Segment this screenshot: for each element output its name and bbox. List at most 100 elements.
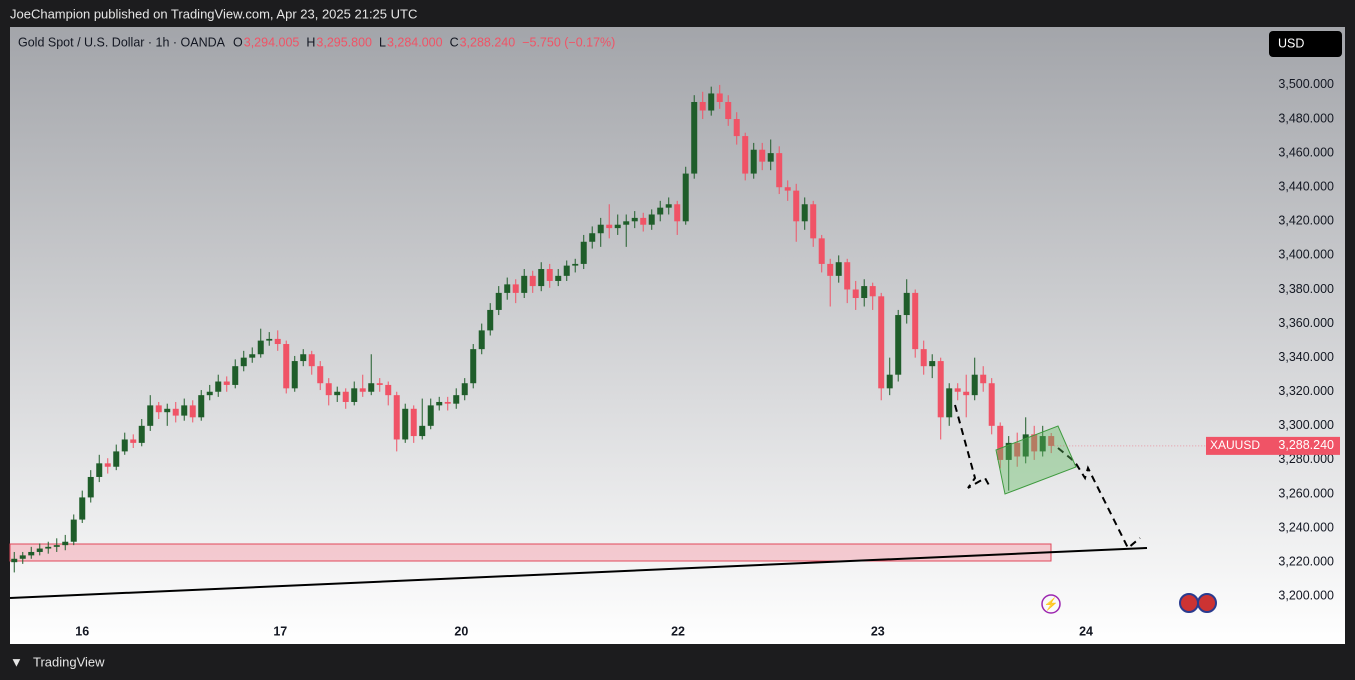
event-icon[interactable]	[1179, 593, 1199, 613]
candle-body	[920, 349, 927, 367]
y-tick-label: 3,280.000	[1278, 452, 1334, 466]
brand: TradingView	[33, 654, 105, 669]
candle-body	[96, 463, 103, 477]
attribution: JoeChampion published on TradingView.com…	[10, 6, 417, 21]
candle-body	[776, 153, 783, 188]
candle-body	[70, 519, 77, 542]
candle-body	[487, 309, 494, 331]
candle-body	[325, 383, 332, 396]
candle-body	[895, 315, 902, 375]
candle-body	[104, 463, 111, 467]
candle-body	[852, 289, 859, 299]
candle-body	[232, 366, 239, 385]
legend-change: −5.750 (−0.17%)	[522, 35, 615, 49]
candle-body	[368, 383, 375, 392]
candle-body	[11, 558, 18, 563]
candle-body	[470, 349, 477, 384]
candle-body	[155, 405, 162, 413]
candle-body	[453, 395, 460, 404]
candle-body	[512, 284, 519, 293]
legend-value: 3,295.800	[316, 35, 372, 49]
candle-body	[172, 408, 179, 416]
candle-body	[334, 391, 341, 396]
legend-value: 3,288.240	[460, 35, 516, 49]
candle-body	[1005, 442, 1012, 460]
candle-body	[461, 383, 468, 396]
candle-body	[385, 384, 392, 396]
candle-body	[538, 269, 545, 287]
candle-body	[444, 401, 451, 404]
legend-key: C	[450, 35, 459, 49]
candle-body	[317, 366, 324, 384]
candle-body	[971, 374, 978, 396]
candle-body	[291, 361, 298, 389]
candle-body	[402, 408, 409, 440]
candle-body	[342, 391, 349, 402]
candle-body	[215, 381, 222, 392]
candle-body	[903, 292, 910, 316]
candle-body	[1014, 442, 1021, 457]
x-tick-label: 22	[671, 624, 685, 638]
y-tick-label: 3,500.000	[1278, 77, 1334, 91]
candle-body	[861, 286, 868, 299]
candle-body	[886, 374, 893, 389]
candle-body	[36, 548, 43, 552]
candle-body	[657, 207, 664, 215]
candle-body	[189, 405, 196, 418]
candle-body	[563, 265, 570, 276]
event-icon-glyph: ⚡	[1044, 597, 1059, 611]
candle-body	[793, 190, 800, 222]
candle-body	[733, 119, 740, 137]
candle-body	[1039, 436, 1046, 452]
projection-dash	[1057, 447, 1141, 550]
candle-body	[1048, 436, 1055, 446]
candle-body	[351, 388, 358, 402]
symbol-title: Gold Spot / U.S. Dollar · 1h · OANDA	[18, 35, 226, 49]
candle-body	[725, 101, 732, 120]
candle-body	[147, 405, 154, 426]
candle-body	[742, 136, 749, 174]
candle-body	[274, 338, 281, 345]
candle-body	[376, 383, 383, 385]
candle-body	[300, 354, 307, 362]
flag-pattern	[995, 425, 1077, 495]
candle-body	[912, 292, 919, 350]
currency-label: USD	[1278, 36, 1304, 50]
candle-body	[844, 262, 851, 290]
candle-body	[988, 383, 995, 426]
candle-body	[478, 330, 485, 350]
plot-area	[9, 84, 1148, 599]
event-icon[interactable]	[1041, 594, 1061, 614]
candle-body	[266, 338, 273, 341]
candle-body	[580, 241, 587, 264]
candle-body	[436, 401, 443, 406]
brand-logo: ▼	[10, 654, 23, 669]
candle-body	[521, 275, 528, 293]
candle-body	[614, 224, 621, 229]
y-tick-label: 3,380.000	[1278, 282, 1334, 296]
y-tick-label: 3,320.000	[1278, 384, 1334, 398]
candle-body	[937, 361, 944, 418]
candle-body	[954, 388, 961, 392]
y-tick-label: 3,400.000	[1278, 248, 1334, 262]
candle-body	[555, 275, 562, 281]
candle-body	[665, 204, 672, 208]
candle-body	[946, 388, 953, 418]
candle-body	[181, 405, 188, 416]
candle-body	[648, 214, 655, 225]
candle-body	[504, 284, 511, 293]
candle-body	[28, 551, 35, 556]
legend-key: O	[233, 35, 243, 49]
legend-key: H	[306, 35, 315, 49]
y-tick-label: 3,480.000	[1278, 111, 1334, 125]
event-icon[interactable]	[1197, 593, 1217, 613]
candle-body	[597, 224, 604, 234]
y-tick-label: 3,240.000	[1278, 520, 1334, 534]
candle-body	[53, 545, 60, 547]
x-tick-label: 20	[454, 624, 468, 638]
candle-body	[835, 262, 842, 276]
currency-button[interactable]	[1269, 31, 1342, 57]
candle-body	[878, 296, 885, 389]
candle-body	[393, 395, 400, 440]
symbol-label: XAUUSD	[1210, 438, 1260, 452]
